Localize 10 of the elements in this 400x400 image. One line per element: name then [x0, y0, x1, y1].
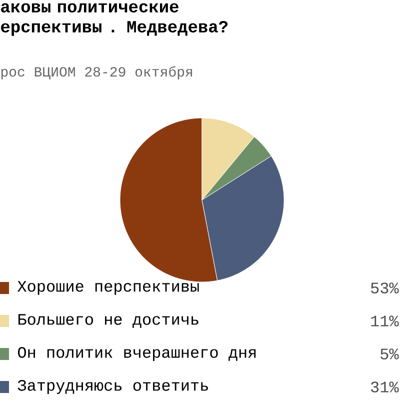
- legend-label: Большего не достичь: [18, 314, 198, 328]
- data-label: 11%: [371, 316, 399, 326]
- chart-subtitle: рос ВЦИОМ 28-29 октября: [1, 66, 192, 80]
- chart-title: аковы политические ерспективы . Медведева?: [1, 3, 228, 36]
- legend-label: Затрудняюсь ответить: [18, 380, 208, 394]
- data-label: 5%: [380, 348, 399, 360]
- legend-label: Он политик вчерашнего дня: [18, 346, 256, 362]
- data-label: 31%: [371, 382, 399, 392]
- data-label: 53%: [371, 282, 399, 294]
- legend-label: Хорошие перспективы: [17, 281, 199, 295]
